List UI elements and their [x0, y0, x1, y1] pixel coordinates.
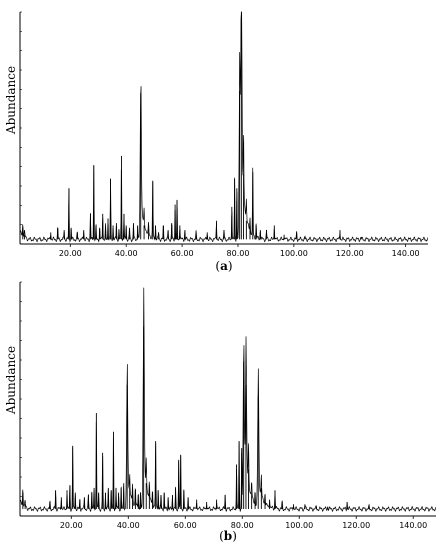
- x-tick-label: 100.00: [280, 249, 308, 258]
- x-tick-label: 20.00: [59, 249, 82, 258]
- panel-b: 20.00 40.00 60.00 80.00 100.00 120.00 140.00 Ab…: [4, 281, 437, 543]
- x-tick-label: 140.00: [392, 249, 420, 258]
- x-tick-label: 80.00: [227, 249, 250, 258]
- x-tick-label: 140.00: [399, 521, 427, 530]
- x-tick-label: 60.00: [171, 249, 194, 258]
- y-axis-label: Abundance: [4, 346, 18, 415]
- x-tick-label: 60.00: [174, 521, 197, 530]
- y-axis-label: Abundance: [4, 66, 18, 135]
- panel-letter: b: [224, 529, 232, 543]
- x-tick-label: 40.00: [117, 521, 140, 530]
- chromatogram-trace: [19, 287, 437, 513]
- panel-letter: a: [220, 259, 228, 273]
- panel-caption: (a): [215, 259, 232, 273]
- x-tick-label: 120.00: [336, 249, 364, 258]
- panel-caption: (b): [219, 529, 237, 543]
- x-tick-label: 100.00: [285, 521, 313, 530]
- x-tick-label: 40.00: [115, 249, 138, 258]
- x-tick-label: 20.00: [60, 521, 83, 530]
- x-tick-label: 120.00: [342, 521, 370, 530]
- panel-a: 20.00 40.00 60.00 80.00 100.00 120.00 140.00 Ab…: [4, 11, 429, 273]
- chromatogram-trace: [19, 11, 429, 243]
- x-tick-label: 80.00: [231, 521, 254, 530]
